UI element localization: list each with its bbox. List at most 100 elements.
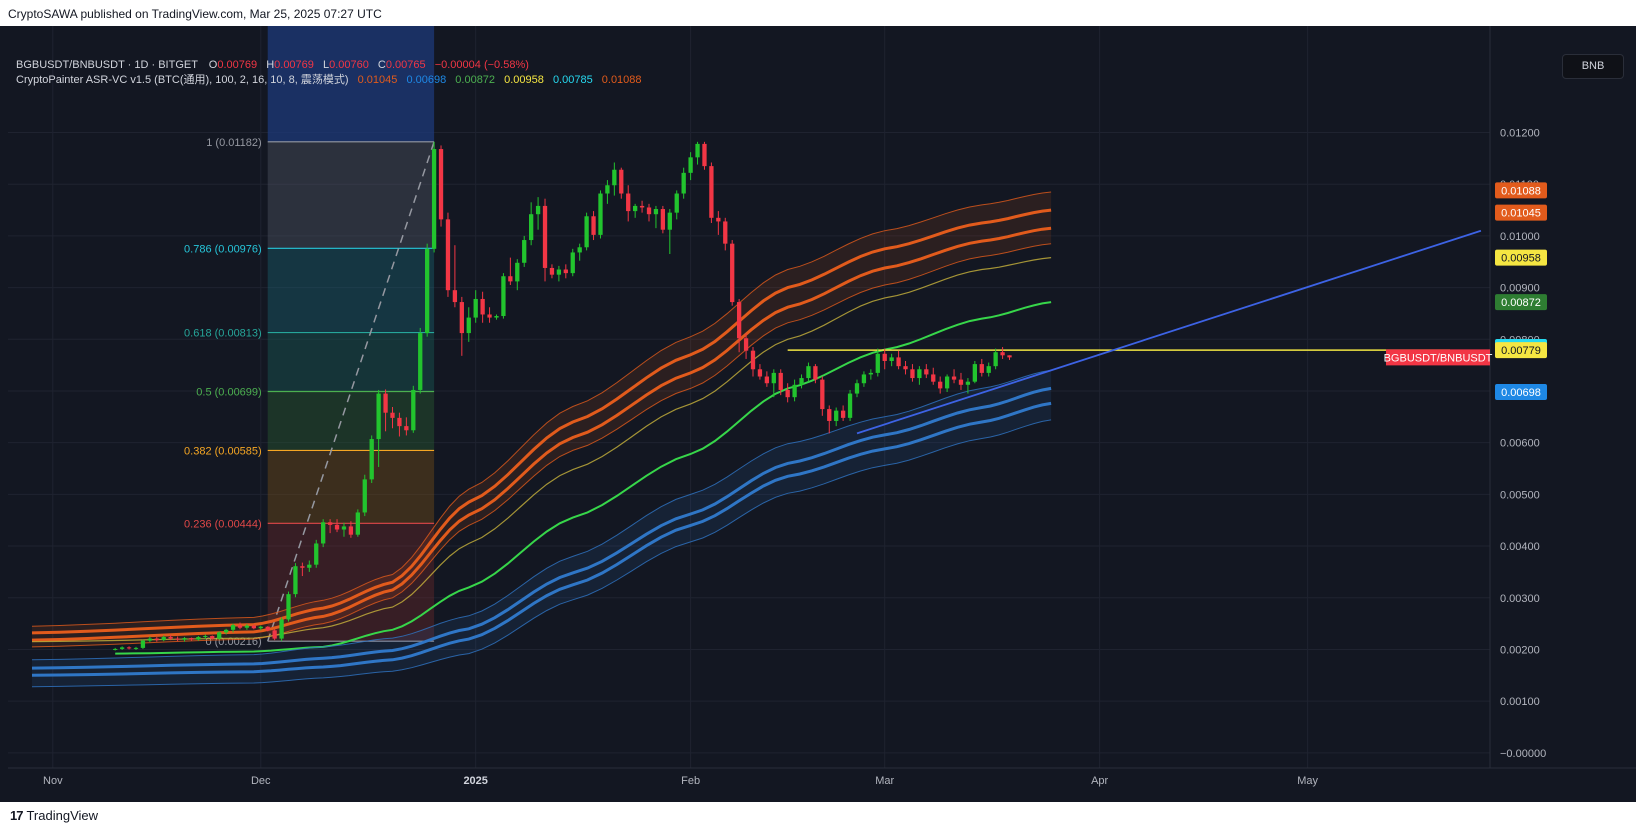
candle-body (577, 247, 582, 253)
candle-body (910, 369, 915, 379)
candle-body (390, 412, 395, 418)
fibonacci-retracement[interactable]: 1 (0.01182) 0.786 (0.00976) 0.618 (0.00813… (184, 137, 435, 648)
candle-body (452, 290, 458, 303)
candle-body (168, 637, 173, 639)
candle-body (771, 372, 776, 384)
candle-body (626, 193, 631, 212)
candle-body (397, 417, 402, 427)
indicator-bands (31, 191, 1052, 688)
candle-body (688, 157, 693, 173)
candle-body (327, 522, 333, 525)
candle-body (223, 629, 229, 633)
candle-body (931, 374, 936, 382)
fib-zone (267, 141, 435, 249)
symbol-search-button[interactable]: BNB (1562, 54, 1624, 79)
candle-body (743, 338, 749, 351)
candle-body (230, 625, 236, 630)
chart-area[interactable]: 1 (0.01182) 0.786 (0.00976) 0.618 (0.00813… (0, 26, 1636, 802)
tradingview-brand[interactable]: 17 TradingView (10, 808, 98, 823)
candle-body (709, 166, 714, 218)
candle-body (813, 366, 818, 380)
candle-body (438, 149, 444, 220)
candle-body (653, 209, 659, 215)
symbol-tag-text: BGBUSDT/BNBUSDT (1384, 352, 1493, 364)
candle-body (425, 248, 430, 334)
candle-body (834, 410, 839, 421)
candle-body (965, 381, 971, 385)
candle-body (806, 366, 811, 379)
candle-body (903, 366, 908, 370)
y-tick-label: 0.00200 (1500, 644, 1540, 656)
legend-value-1: 0.01045 (358, 74, 398, 86)
candle-body (161, 637, 166, 641)
candles (113, 141, 1012, 651)
candle-body (154, 638, 159, 641)
candle-body (979, 364, 984, 373)
candle-body (376, 393, 381, 440)
candle-body (778, 372, 783, 390)
fib-level-label: 0.786 (0.00976) (184, 243, 262, 255)
y-tick-label: 0.00900 (1500, 283, 1540, 295)
x-tick-label: 2025 (463, 775, 487, 787)
candle-body (827, 409, 832, 421)
candle-body (632, 205, 638, 212)
y-tick-label: −0.00000 (1500, 748, 1546, 760)
price-label-text: 0.00872 (1501, 297, 1541, 309)
candle-body (563, 269, 568, 274)
orange-band-outer-lower (31, 243, 1052, 648)
candle-body (404, 426, 409, 431)
candle-body (750, 350, 756, 370)
candle-body (126, 647, 132, 649)
candle-body (619, 169, 624, 194)
candle-body (591, 216, 596, 235)
candle-body (875, 353, 880, 373)
legend-l-label: L (323, 59, 329, 71)
candle-body (508, 276, 513, 282)
legend-h-label: H (266, 59, 274, 71)
candle-body (1007, 355, 1012, 358)
fib-zone (267, 248, 435, 333)
legend-c-label: C (378, 59, 386, 71)
grid (8, 26, 1490, 768)
candle-body (196, 637, 201, 640)
blue-band-outer-upper (31, 369, 1052, 661)
y-tick-label: 0.00400 (1500, 541, 1540, 553)
candle-body (549, 267, 555, 275)
candle-body (147, 638, 153, 641)
footer-bar: 17 TradingView (0, 802, 1636, 830)
candle-body (542, 205, 548, 268)
candle-body (660, 209, 666, 230)
drawings[interactable] (787, 229, 1482, 435)
candle-body (799, 378, 804, 385)
candle-body (487, 314, 492, 318)
price-chart[interactable]: 1 (0.01182) 0.786 (0.00976) 0.618 (0.00813… (0, 26, 1636, 802)
green-line (115, 301, 1052, 655)
candle-body (646, 207, 652, 215)
candle-body (896, 357, 901, 367)
time-axis[interactable]: Nov Dec 2025 Feb Mar Apr May (8, 26, 1636, 787)
legend-value-2: 0.00698 (406, 74, 446, 86)
price-label-text: 0.01088 (1501, 185, 1541, 197)
legend-line-1: BGBUSDT/BNBUSDT · 1D · BITGET O0.00769 H… (16, 59, 529, 71)
candle-body (265, 626, 270, 631)
candle-body (307, 564, 312, 568)
candle-body (473, 298, 478, 318)
highlight-region (267, 26, 435, 142)
candle-body (279, 619, 284, 639)
candle-body (695, 143, 700, 158)
legend-value-6: 0.01088 (602, 74, 642, 86)
candle-body (244, 625, 250, 628)
fib-level-label: 0.618 (0.00813) (184, 328, 262, 340)
legend-open: 0.00769 (217, 59, 257, 71)
candle-body (917, 369, 922, 379)
blue-band-outer-lower (31, 419, 1052, 688)
candle-body (556, 269, 562, 275)
top-highlight (267, 26, 435, 142)
orange-band-upper (31, 208, 1052, 635)
candle-body (369, 439, 374, 480)
candle-body (175, 638, 180, 640)
fib-zone (267, 450, 435, 524)
candle-body (1000, 352, 1005, 356)
candle-body (785, 389, 790, 398)
candle-body (210, 636, 215, 639)
